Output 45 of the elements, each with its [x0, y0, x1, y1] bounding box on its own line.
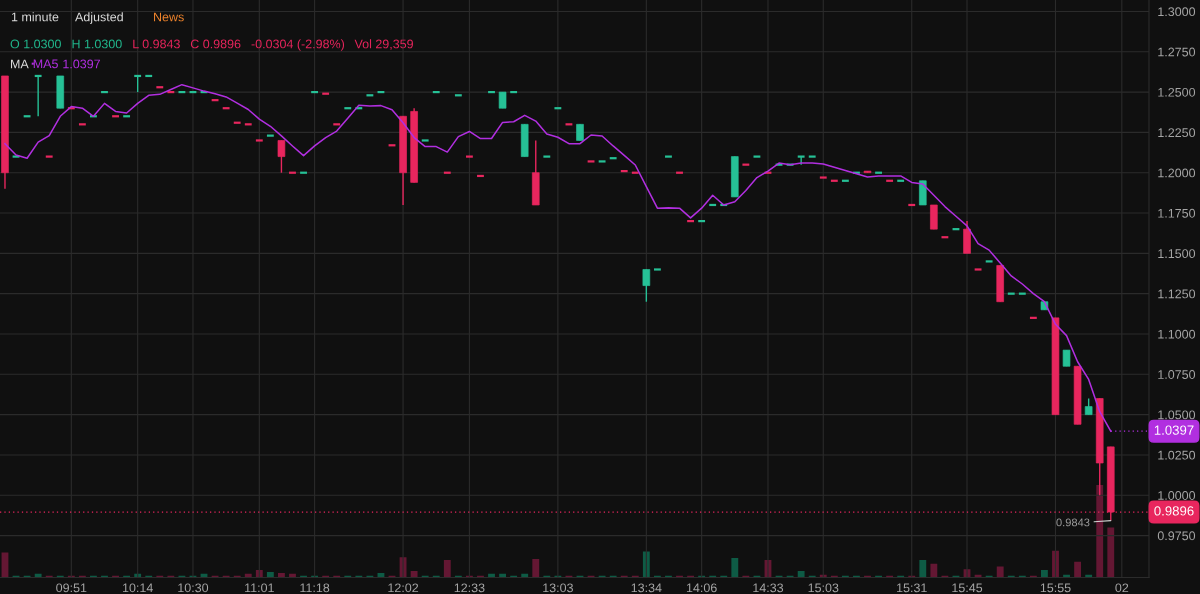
x-tick-label: 15:45 — [952, 583, 983, 593]
annotation: C 0.9896 — [190, 39, 241, 49]
y-tick-label: 1.3000 — [1158, 7, 1196, 17]
x-tick-label: 15:55 — [1040, 583, 1071, 593]
y-tick-label: 1.2750 — [1158, 47, 1196, 57]
x-tick-label: 14:33 — [753, 583, 784, 593]
y-tick-label: 1.0500 — [1158, 410, 1196, 420]
x-tick-label: 12:33 — [454, 583, 485, 593]
annotation: 1 minute — [11, 12, 59, 22]
annotation: -0.0304 (-2.98%) — [251, 39, 345, 51]
annotation: H 1.0300 — [72, 39, 122, 49]
y-tick-label: 1.0250 — [1158, 450, 1196, 460]
ref-line-label: 1.0397 — [1154, 425, 1194, 435]
annotation: 1.0397 — [63, 59, 100, 69]
annotation: L 0.9843 — [133, 39, 180, 49]
annotation: Adjusted — [75, 12, 123, 24]
x-tick-label: 10:30 — [178, 583, 209, 593]
x-tick-label: 09:51 — [56, 583, 87, 593]
annotation: News — [154, 12, 184, 22]
y-tick-label: 1.1000 — [1158, 329, 1196, 339]
y-tick-label: 1.2250 — [1158, 128, 1196, 138]
x-tick-label: 11:18 — [300, 583, 330, 593]
annotation: MA — [11, 59, 29, 69]
legend-label: MA5 — [33, 59, 58, 69]
y-tick-label: 1.2000 — [1158, 168, 1196, 178]
y-tick-label: 1.2500 — [1158, 87, 1196, 97]
x-tick-label: 14:06 — [686, 583, 717, 593]
x-tick-label: 15:03 — [808, 583, 839, 593]
y-tick-label: 1.0000 — [1158, 491, 1196, 500]
y-tick-label: 0.9750 — [1157, 531, 1196, 541]
x-tick-label: 11:01 — [245, 583, 274, 593]
annotation: Vol 29,359 — [354, 39, 413, 50]
annotation: 0.9843 — [1056, 518, 1090, 527]
x-tick-label: 02 — [1115, 583, 1129, 593]
x-tick-label: 13:34 — [631, 583, 662, 593]
x-tick-label: 13:03 — [543, 583, 573, 593]
x-tick-label: 15:31 — [897, 583, 927, 593]
ref-line-label: 0.9896 — [1154, 506, 1194, 516]
y-tick-label: 1.1250 — [1158, 289, 1196, 299]
annotation: O 1.0300 — [10, 39, 61, 49]
x-tick-label: 12:02 — [388, 583, 419, 593]
y-tick-label: 1.1750 — [1158, 208, 1196, 218]
y-tick-label: 1.1500 — [1158, 249, 1196, 258]
x-tick-label: 10:14 — [122, 583, 153, 593]
y-tick-label: 1.0750 — [1158, 370, 1196, 379]
